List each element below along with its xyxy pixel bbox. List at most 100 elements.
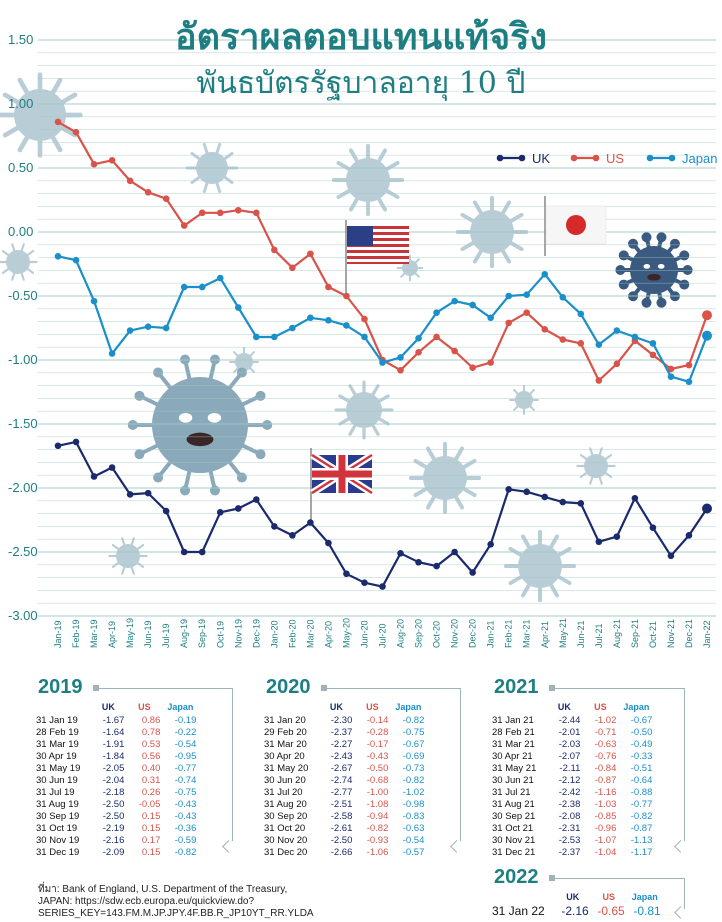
data-point (72, 128, 80, 136)
y-tick-label: -2.50 (8, 544, 38, 559)
japan-value: -0.82 (402, 775, 425, 786)
table-row: 31 Oct 21 -2.31 -0.96 -0.87 (490, 823, 654, 835)
japan-value: -0.75 (174, 787, 197, 798)
japan-value: -0.87 (630, 823, 653, 834)
data-point (541, 493, 549, 501)
table-row: 30 Apr 21 -2.07 -0.76 -0.33 (490, 751, 654, 763)
x-tick-label: Jan-20 (269, 620, 279, 648)
uk-value: -2.04 (102, 775, 125, 786)
data-point (90, 473, 98, 480)
col-header-us: US (366, 702, 379, 712)
data-table-2021: UK US Japan 31 Jan 21 -2.44 -1.02 -0.67 28 F… (490, 702, 654, 859)
data-point (667, 552, 675, 560)
uk-value: -2.01 (558, 727, 581, 738)
us-value: -1.07 (594, 835, 617, 846)
data-point (54, 253, 62, 260)
virus-spike-tip (669, 238, 680, 249)
uk-value: -2.19 (102, 823, 125, 834)
data-point (505, 319, 512, 327)
data-point (343, 570, 350, 578)
uk-value: -2.50 (102, 811, 125, 822)
virus-body (346, 158, 390, 202)
data-point (469, 301, 476, 309)
data-point (595, 377, 603, 384)
uk-value: -1.67 (102, 715, 125, 726)
legend-swatch-dot (496, 154, 504, 162)
uk-value: -2.31 (558, 823, 581, 834)
japan-value: -0.81 (633, 904, 661, 918)
x-tick-label: Dec-21 (684, 619, 694, 648)
virus-body (515, 391, 533, 409)
row-date: 29 Feb 20 (264, 727, 307, 738)
col-header-uk: UK (566, 892, 580, 902)
real-yield-chart: 1.50 1.00 0.50 0.00 -0.50 -1.00 -1.50 -2.00 -2.5… (0, 32, 717, 648)
x-tick-label: Jan-21 (486, 620, 496, 648)
virus-spike-tip (134, 390, 145, 401)
us-value: -0.50 (366, 763, 389, 774)
table-row: 30 Sep 19 -2.50 0.15 -0.43 (34, 811, 198, 823)
data-point (667, 373, 675, 380)
japan-value: -0.82 (630, 811, 653, 822)
us-value: -0.17 (366, 739, 389, 750)
japan-value: -0.77 (630, 799, 653, 810)
arrow-icon (222, 840, 235, 853)
legend-swatch-dot (646, 154, 654, 162)
data-point (433, 562, 440, 570)
japan-value: -0.19 (174, 715, 197, 726)
data-point (415, 349, 422, 356)
row-date: 31 Aug 20 (264, 799, 307, 810)
chart-series (54, 118, 712, 590)
data-point (433, 333, 440, 341)
us-value: -0.85 (594, 811, 617, 822)
data-point (559, 293, 567, 301)
x-tick-label: Dec-20 (468, 619, 478, 648)
data-point (325, 283, 332, 291)
us-value: 0.31 (141, 775, 161, 786)
row-date: 31 Jul 19 (36, 787, 75, 798)
table-row: 31 Jan 22 -2.16 -0.65 -0.81 (490, 905, 663, 917)
data-point (180, 222, 188, 229)
y-tick-label: 1.50 (8, 32, 33, 47)
chart-gridlines (38, 39, 716, 617)
data-point (379, 583, 386, 590)
year-label-2021: 2021 (494, 676, 539, 698)
col-header-japan: Japan (167, 702, 194, 712)
table-row: 30 Apr 19 -1.84 0.56 -0.95 (34, 751, 198, 763)
data-point (505, 292, 512, 300)
virus-spike-tip (209, 485, 220, 496)
row-date: 31 Dec 20 (264, 847, 308, 858)
row-date: 31 Jan 20 (264, 715, 306, 726)
x-tick-label: Aug-19 (179, 619, 189, 648)
table-row: 31 May 19 -2.05 0.40 -0.77 (34, 763, 198, 775)
japan-value: -0.63 (402, 823, 425, 834)
x-tick-label: May-21 (558, 618, 568, 648)
data-point (144, 323, 152, 331)
us-value: -0.94 (366, 811, 389, 822)
table-frame-2022 (549, 875, 685, 909)
virus-spike-tip (641, 232, 652, 243)
y-tick-label: -1.00 (8, 352, 38, 367)
data-point (216, 509, 224, 516)
x-tick-label: Jan-22 (702, 620, 712, 648)
x-tick-label: Jun-19 (143, 620, 153, 648)
uk-value: -2.27 (330, 739, 353, 750)
table-row: 30 Apr 20 -2.43 -0.43 -0.69 (262, 751, 426, 763)
y-tick-label: -0.50 (8, 288, 38, 303)
data-point (469, 569, 476, 576)
table-row: 30 Sep 21 -2.08 -0.85 -0.82 (490, 811, 654, 823)
data-point (631, 333, 639, 341)
us-value: 0.78 (141, 727, 161, 738)
x-tick-label: Apr-20 (323, 621, 333, 648)
virus-spike-tip (153, 367, 164, 378)
data-point (702, 503, 712, 514)
y-tick-label: -2.00 (8, 480, 38, 495)
us-value: 0.26 (141, 787, 161, 798)
data-point (180, 283, 188, 291)
virus-body (584, 454, 608, 478)
uk-value: -2.44 (558, 715, 581, 726)
col-header-uk: UK (329, 702, 343, 712)
virus-body (152, 377, 248, 473)
uk-value: -2.66 (330, 847, 353, 858)
data-point (162, 324, 170, 332)
table-row: 31 Aug 19 -2.50 -0.05 -0.43 (34, 799, 198, 811)
